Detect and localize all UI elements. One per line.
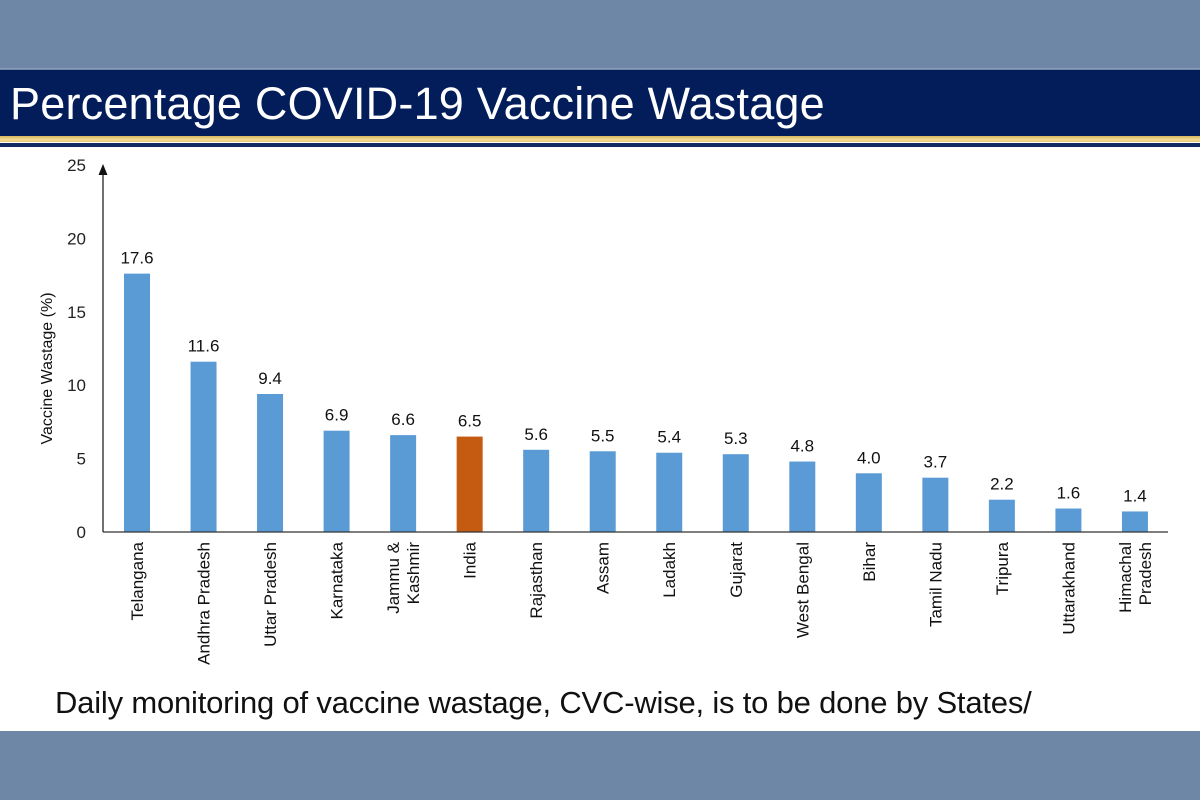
category-label-line: Gujarat [727,542,746,598]
bar-andhra-pradesh [190,361,217,532]
bar-uttar-pradesh [257,394,284,532]
value-label: 4.0 [857,448,881,467]
category-label: Karnataka [328,541,347,619]
category-label: Uttarakhand [1059,542,1078,635]
category-label-line: Uttarakhand [1059,542,1078,635]
category-label: Andhra Pradesh [195,542,214,665]
category-label-line: Jammu & [384,541,403,613]
bar-rajasthan [523,449,550,532]
value-label: 1.6 [1057,484,1081,503]
value-label: 5.6 [524,425,548,444]
y-tick-label: 0 [77,523,86,542]
y-tick-label: 20 [67,229,86,248]
category-label-line: Kashmir [404,542,423,605]
value-label: 2.2 [990,475,1014,494]
category-label-line: Tamil Nadu [926,542,945,627]
title-band: Percentage COVID-19 Vaccine Wastage [0,70,1200,136]
bar-karnataka [323,430,350,532]
category-labels: Telangana Andhra Pradesh Uttar Pradesh Karn… [128,541,1155,665]
value-label: 3.7 [924,453,948,472]
bar-jammu-kashmir [390,435,417,532]
gold-stripe-divider [0,136,1200,142]
bar-himachal-pradesh [1121,511,1148,532]
category-label: Jammu & Kashmir [384,541,423,613]
category-label: Assam [594,542,613,594]
category-label: Tripura [993,541,1012,595]
value-labels: 17.6 11.6 9.4 6.9 6.6 6.5 5.6 5.5 5.4 5.3 4.8 4.0 3.… [120,249,1146,506]
value-label: 5.4 [657,428,681,447]
category-label-line: India [461,541,480,578]
bar-tamil-nadu [922,477,949,532]
category-label-line: West Bengal [793,542,812,638]
value-label: 4.8 [790,437,814,456]
y-axis-arrow-icon [98,164,108,175]
footnote-text: Daily monitoring of vaccine wastage, CVC… [55,685,1032,720]
category-label-line: Telangana [128,541,147,620]
category-label-line: Rajasthan [527,542,546,619]
category-label: Bihar [860,542,879,582]
y-tick-label: 15 [67,303,86,322]
navy-line-divider [0,143,1200,147]
category-label: Gujarat [727,542,746,598]
category-label: West Bengal [793,542,812,638]
category-label-line: Bihar [860,542,879,582]
value-label: 1.4 [1123,486,1147,505]
category-label: Uttar Pradesh [261,542,280,647]
top-border-line [0,68,1200,69]
bar-ladakh [656,452,683,532]
y-axis-label: Vaccine Wastage (%) [39,292,56,444]
category-label: Telangana [128,541,147,620]
bar-india [456,436,483,532]
category-label: Himachal Pradesh [1116,542,1155,613]
value-label: 17.6 [120,249,153,268]
value-label: 6.6 [391,410,415,429]
category-label-line: Himachal [1116,542,1135,613]
category-label-line: Assam [594,542,613,594]
value-label: 5.3 [724,429,748,448]
category-label: Ladakh [660,542,679,598]
bar-tripura [988,499,1015,532]
bar-assam [589,451,616,532]
y-tick-label: 5 [77,450,86,469]
category-label-line: Ladakh [660,542,679,598]
category-label: Rajasthan [527,542,546,619]
value-label: 9.4 [258,369,282,388]
category-label-line: Pradesh [1136,542,1155,605]
bars [124,273,1148,532]
bar-uttarakhand [1055,508,1082,532]
bar-telangana [124,273,150,532]
y-axis-ticks: 0 5 10 15 20 25 [67,156,86,542]
value-label: 11.6 [188,337,220,356]
bar-bihar [855,473,882,532]
category-label-line: Tripura [993,541,1012,595]
value-label: 6.9 [325,406,349,425]
category-label-line: Karnataka [328,541,347,619]
category-label: India [461,541,480,578]
category-label: Tamil Nadu [926,542,945,627]
y-tick-label: 10 [67,376,86,395]
bar-gujarat [722,454,749,532]
category-label-line: Andhra Pradesh [195,542,214,665]
page-title: Percentage COVID-19 Vaccine Wastage [10,78,825,129]
category-label-line: Uttar Pradesh [261,542,280,647]
value-label: 5.5 [591,426,615,445]
y-tick-label: 25 [67,156,86,175]
value-label: 6.5 [458,412,482,431]
bar-west-bengal [789,461,816,532]
